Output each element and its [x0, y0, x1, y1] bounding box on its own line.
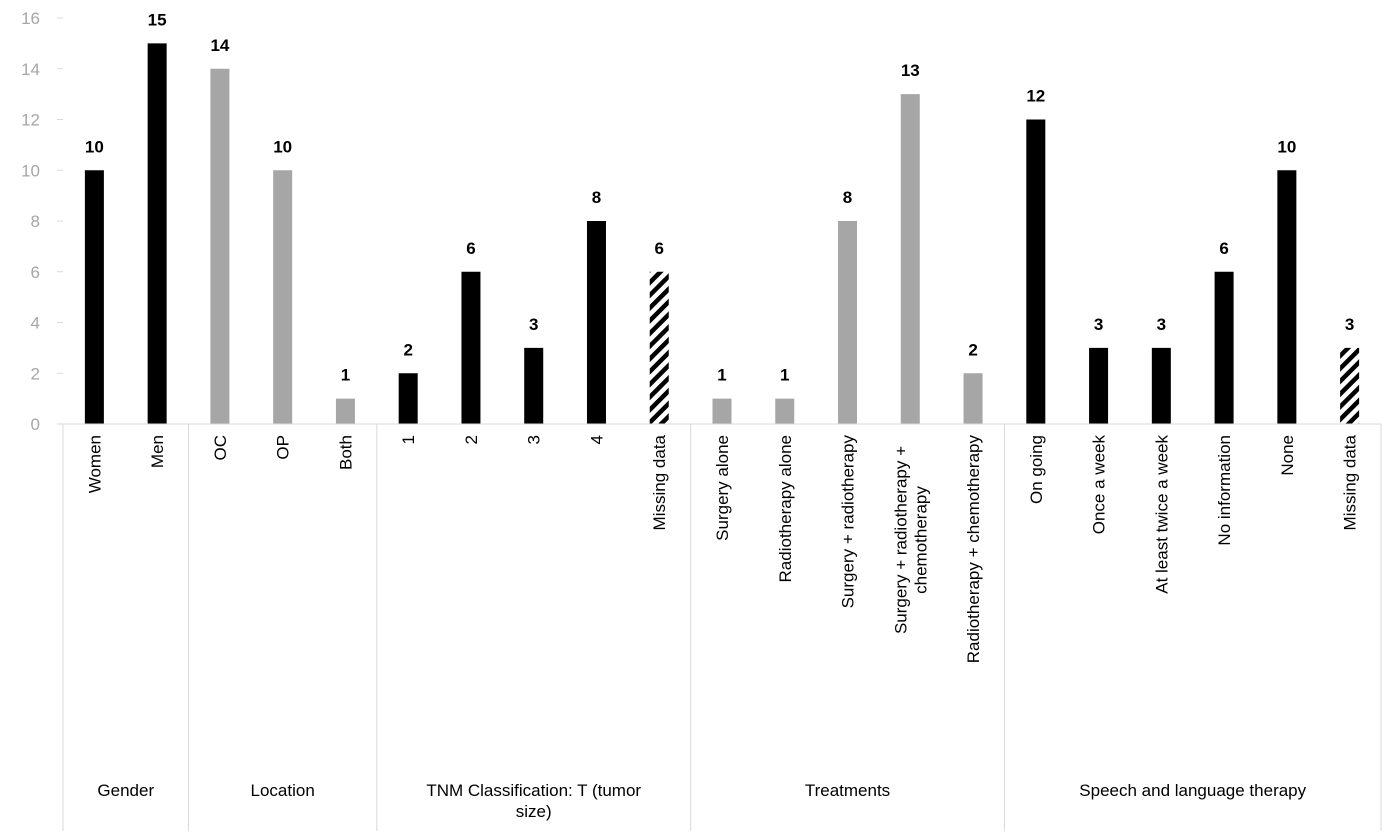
group-label: Gender [97, 781, 154, 800]
bar [1089, 347, 1109, 424]
data-label: 1 [717, 366, 726, 385]
bar [398, 373, 418, 424]
y-tick-label: 12 [21, 111, 40, 130]
category-label: Surgery alone [713, 435, 732, 541]
bar [210, 68, 230, 424]
group-label: TNM Classification: T (tumor size) [426, 781, 641, 821]
bar [775, 398, 795, 424]
category-label: 2 [462, 435, 481, 444]
group-label: Speech and language therapy [1079, 781, 1306, 800]
data-label: 10 [273, 137, 292, 156]
data-label: 10 [1277, 137, 1296, 156]
category-label: Radiotherapy + chemotherapy [964, 435, 983, 664]
category-label: 4 [587, 435, 606, 444]
data-label: 3 [1157, 315, 1166, 334]
data-label: 3 [1094, 315, 1103, 334]
bar [84, 170, 104, 424]
data-label: 1 [341, 366, 350, 385]
bar [712, 398, 732, 424]
y-tick-label: 0 [31, 415, 40, 434]
y-axis: 0 2 4 6 8 10 12 14 16 [21, 9, 63, 434]
data-label: 8 [843, 188, 852, 207]
category-label: Missing data [1341, 434, 1360, 530]
category-label: Women [85, 435, 104, 493]
data-label: 10 [85, 137, 104, 156]
category-label: 3 [525, 435, 544, 444]
category-label: Both [336, 435, 355, 470]
data-label: 6 [1219, 239, 1228, 258]
category-label: At least twice a week [1152, 435, 1171, 594]
category-label: Radiotherapy alone [776, 435, 795, 582]
bar [900, 94, 920, 424]
bar [335, 398, 355, 424]
group-label: Location [251, 781, 315, 800]
y-tick-label: 16 [21, 9, 40, 28]
y-tick-label: 4 [31, 314, 40, 333]
bar [273, 170, 293, 424]
category-label: Missing data [650, 434, 669, 530]
bar [1151, 347, 1171, 424]
y-tick-label: 8 [31, 212, 40, 231]
bar [649, 271, 669, 424]
data-label: 8 [592, 188, 601, 207]
category-label: 1 [399, 435, 418, 444]
category-label: Men [148, 435, 167, 468]
data-label: 1 [780, 366, 789, 385]
y-tick-label: 2 [31, 364, 40, 383]
data-label: 6 [655, 239, 664, 258]
data-label: 14 [210, 36, 229, 55]
category-label: No information [1215, 435, 1234, 546]
category-label: Once a week [1090, 435, 1109, 535]
data-label: 3 [529, 315, 538, 334]
bar [838, 221, 858, 424]
category-label: Surgery + radiotherapy +chemotherapy [891, 446, 930, 634]
bar [524, 347, 544, 424]
data-label: 2 [403, 340, 412, 359]
data-label: 12 [1026, 87, 1045, 106]
bar [963, 373, 983, 424]
category-label: OC [211, 435, 230, 461]
x-axis: Women Men Gender OC OP Both Location 1 2 3 4 Missin… [62, 423, 1382, 831]
bar [1340, 347, 1360, 424]
bar [1277, 170, 1297, 424]
bar [586, 221, 606, 424]
category-label: None [1278, 435, 1297, 476]
data-label: 15 [148, 10, 167, 29]
bar [147, 43, 167, 424]
category-label: Surgery + radiotherapy [839, 435, 858, 609]
bar [1214, 271, 1234, 424]
data-label: 3 [1345, 315, 1354, 334]
bar [461, 271, 481, 424]
data-label: 2 [968, 340, 977, 359]
data-label: 13 [901, 61, 920, 80]
y-tick-label: 6 [31, 263, 40, 282]
y-tick-label: 14 [21, 60, 40, 79]
group-label: Treatments [805, 781, 890, 800]
bar [1026, 119, 1046, 424]
data-label: 6 [466, 239, 475, 258]
category-label: OP [274, 435, 293, 460]
y-tick-label: 10 [21, 161, 40, 180]
category-label: On going [1027, 435, 1046, 504]
